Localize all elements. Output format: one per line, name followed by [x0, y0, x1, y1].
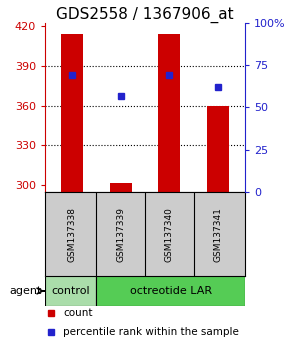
Bar — [61, 34, 83, 192]
Text: GSM137341: GSM137341 — [214, 207, 223, 262]
Text: count: count — [63, 308, 93, 318]
Text: octreotide LAR: octreotide LAR — [130, 286, 212, 296]
Text: percentile rank within the sample: percentile rank within the sample — [63, 327, 239, 337]
Text: control: control — [51, 286, 90, 296]
Bar — [158, 34, 180, 192]
Text: GSM137338: GSM137338 — [67, 207, 76, 262]
Bar — [96, 276, 245, 306]
Text: GSM137339: GSM137339 — [116, 207, 125, 262]
Text: agent: agent — [9, 286, 41, 296]
Text: GSM137340: GSM137340 — [165, 207, 174, 262]
Bar — [110, 183, 132, 192]
Bar — [45, 276, 96, 306]
Title: GDS2558 / 1367906_at: GDS2558 / 1367906_at — [56, 7, 234, 23]
Bar — [207, 105, 229, 192]
